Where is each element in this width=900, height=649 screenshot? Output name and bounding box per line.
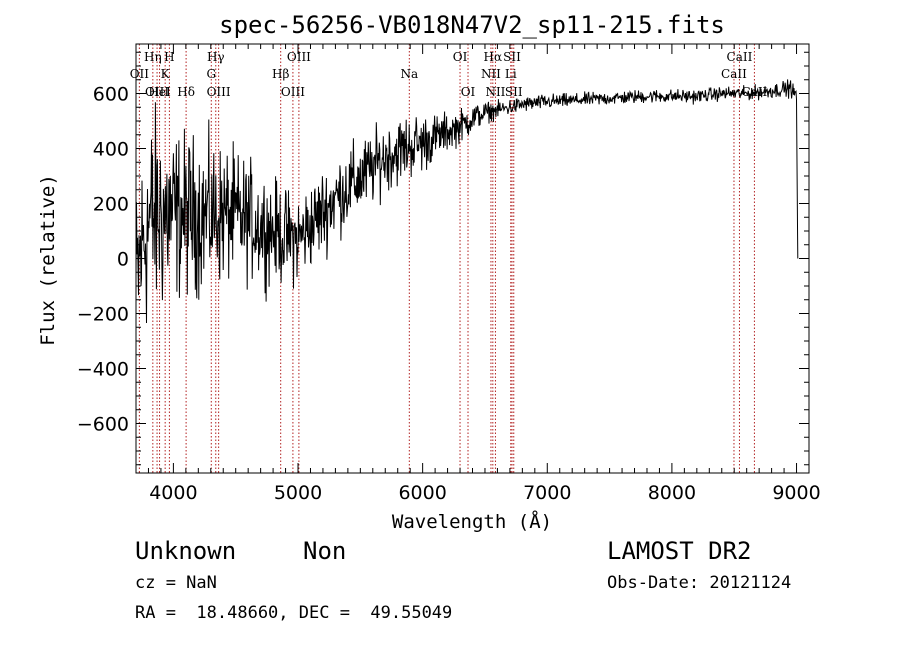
emission-line-label: OIII	[281, 85, 305, 99]
chart-title: spec-56256-VB018N47V2_sp11-215.fits	[219, 11, 725, 39]
y-tick-label: 0	[117, 249, 129, 271]
y-tick-label: 200	[93, 194, 129, 216]
y-tick-label: 600	[93, 84, 129, 106]
emission-line-label: Hη	[144, 50, 162, 64]
coordinates-label: RA = 18.48660, DEC = 49.55049	[135, 603, 453, 623]
emission-line-label: NII	[481, 67, 501, 81]
emission-line-label: CaII	[721, 67, 747, 81]
x-tick-label: 5000	[274, 482, 322, 504]
y-tick-labels: −600 −400 −200 0 200 400 600	[77, 84, 129, 436]
emission-line-label: Hβ	[272, 67, 289, 81]
emission-line-label: Li	[505, 67, 517, 81]
axis-ticks	[135, 44, 810, 473]
y-tick-label: −200	[77, 304, 129, 326]
emission-line-label: OIII	[287, 50, 311, 64]
emission-line-label: K	[161, 67, 171, 81]
emission-line-label: OIII	[207, 85, 231, 99]
x-tick-label: 8000	[648, 482, 696, 504]
plot-frame	[135, 43, 810, 474]
x-tick-label: 4000	[149, 482, 197, 504]
emission-line-label: H	[164, 50, 174, 64]
emission-line-label: Na	[400, 67, 418, 81]
y-axis-label: Flux (relative)	[37, 174, 59, 346]
emission-line-label: CaII	[727, 50, 753, 64]
emission-line-label: OI	[453, 50, 468, 64]
emission-line-label: SII	[505, 85, 523, 99]
emission-line-label: NII	[485, 85, 505, 99]
redshift-label: cz = NaN	[135, 573, 217, 593]
obs-date-label: Obs-Date: 20121124	[607, 573, 792, 593]
x-tick-label: 6000	[398, 482, 446, 504]
y-tick-label: 400	[93, 139, 129, 161]
emission-line-label: Hδ	[177, 85, 195, 99]
emission-line-label: SII	[503, 50, 521, 64]
emission-line-label: OIII	[145, 85, 169, 99]
emission-line-label: HeI	[148, 85, 171, 99]
x-tick-label: 7000	[523, 482, 571, 504]
emission-line-markers	[138, 44, 755, 473]
x-axis-label: Wavelength (Å)	[392, 510, 552, 533]
survey-label: LAMOST DR2	[607, 537, 752, 565]
emission-line-label: G	[206, 67, 216, 81]
x-tick-labels: 4000 5000 6000 7000 8000 9000	[149, 482, 821, 504]
emission-line-label: Hα	[484, 50, 503, 64]
emission-line-label: OII	[130, 67, 150, 81]
spectrum-line	[135, 79, 799, 324]
class-label: Unknown	[135, 537, 237, 565]
y-tick-label: −400	[77, 359, 129, 381]
emission-line-label: Hγ	[207, 50, 225, 64]
emission-line-label: OI	[461, 85, 476, 99]
x-tick-label: 9000	[772, 482, 820, 504]
y-tick-label: −600	[77, 414, 129, 436]
subclass-label: Non	[303, 537, 347, 565]
